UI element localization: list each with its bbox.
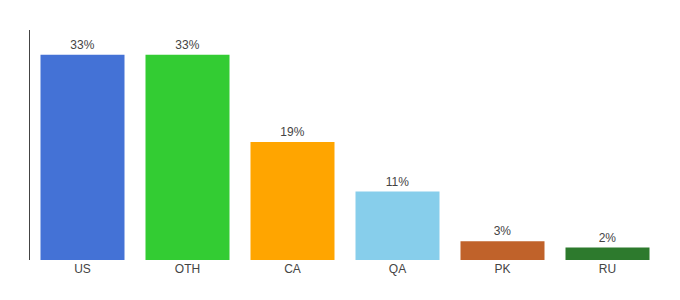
svg-text:CA: CA <box>284 262 301 276</box>
svg-text:3%: 3% <box>494 224 512 238</box>
svg-text:19%: 19% <box>280 125 304 139</box>
svg-text:PK: PK <box>494 262 510 276</box>
svg-text:2%: 2% <box>599 231 617 245</box>
svg-text:33%: 33% <box>175 38 199 52</box>
svg-text:33%: 33% <box>70 38 94 52</box>
svg-text:QA: QA <box>389 262 406 276</box>
svg-text:US: US <box>74 262 91 276</box>
svg-text:RU: RU <box>599 262 616 276</box>
svg-text:OTH: OTH <box>175 262 200 276</box>
svg-text:11%: 11% <box>386 175 409 189</box>
